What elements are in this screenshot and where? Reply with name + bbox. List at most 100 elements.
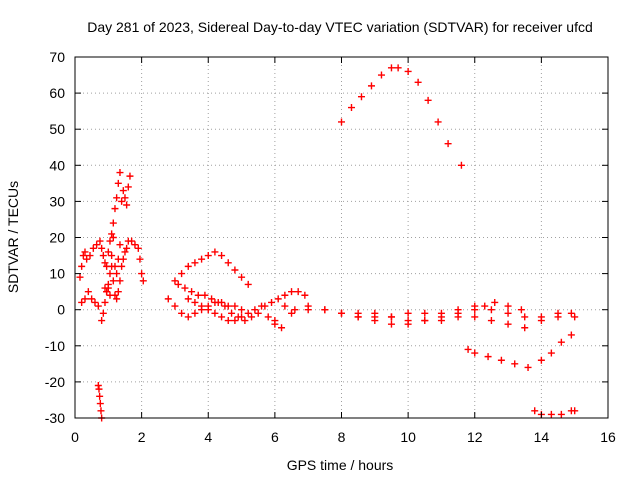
- data-point: [98, 317, 106, 325]
- data-point: [139, 277, 147, 285]
- data-point: [434, 118, 442, 126]
- data-point: [211, 309, 219, 317]
- series-early-drop: [94, 382, 106, 422]
- data-point: [204, 252, 212, 260]
- y-tick-label: 70: [49, 49, 65, 65]
- data-point: [238, 273, 246, 281]
- data-point: [231, 317, 239, 325]
- data-point: [547, 410, 555, 418]
- data-point: [554, 309, 562, 317]
- data-point: [231, 302, 239, 310]
- data-point: [524, 363, 532, 371]
- data-point: [487, 306, 495, 314]
- data-point: [537, 313, 545, 321]
- data-point: [178, 309, 186, 317]
- data-point: [81, 248, 89, 256]
- data-point: [471, 313, 479, 321]
- data-point: [218, 298, 226, 306]
- data-point: [116, 241, 124, 249]
- data-point: [171, 277, 179, 285]
- data-point: [248, 313, 256, 321]
- data-point: [251, 306, 259, 314]
- data-point: [521, 324, 529, 332]
- data-point: [387, 64, 395, 72]
- data-point: [118, 197, 126, 205]
- data-point: [113, 295, 121, 303]
- data-point: [109, 234, 117, 241]
- data-point: [387, 320, 395, 328]
- data-point: [211, 298, 219, 306]
- data-point: [504, 320, 512, 328]
- data-point: [347, 104, 355, 112]
- data-point: [95, 385, 103, 393]
- data-point: [113, 270, 121, 278]
- data-point: [274, 295, 282, 303]
- data-point: [371, 309, 379, 317]
- data-point: [121, 248, 129, 256]
- data-point: [108, 252, 116, 260]
- data-point: [136, 255, 144, 263]
- axis-ticks: 0 2 4 6 8 10 12 14 16 -30 -20 -10 0 10 20 30 40 50 60 70: [45, 49, 616, 445]
- data-point: [491, 298, 499, 306]
- data-point: [184, 295, 192, 303]
- data-point: [504, 302, 512, 310]
- data-point: [377, 71, 385, 79]
- data-point: [109, 277, 117, 285]
- data-point: [228, 309, 236, 317]
- data-point: [547, 349, 555, 357]
- x-tick-label: 14: [534, 429, 550, 445]
- data-point: [517, 306, 525, 314]
- data-point: [338, 309, 345, 317]
- data-point: [76, 273, 84, 281]
- y-tick-label: 10: [49, 266, 65, 282]
- data-point: [471, 306, 479, 314]
- data-point: [268, 298, 276, 306]
- data-point: [497, 356, 505, 364]
- data-point: [291, 306, 299, 314]
- data-point: [181, 284, 189, 292]
- series-early-spiky-3: [101, 237, 147, 303]
- data-point: [96, 400, 104, 408]
- data-point: [254, 309, 262, 317]
- data-point: [78, 262, 86, 270]
- data-point: [404, 320, 412, 328]
- data-point: [119, 187, 127, 195]
- data-point: [301, 291, 309, 299]
- data-point: [357, 93, 365, 101]
- data-point: [198, 255, 206, 263]
- data-point: [101, 298, 109, 306]
- y-axis-label: SDTVAR / TECUs: [5, 181, 21, 293]
- x-tick-label: 4: [204, 429, 212, 445]
- y-tick-label: 60: [49, 85, 65, 101]
- data-point: [471, 349, 479, 357]
- series-early-spiky-1: [76, 169, 124, 281]
- data-point: [271, 317, 279, 325]
- data-point: [191, 259, 199, 267]
- data-point: [99, 252, 107, 260]
- data-point: [94, 302, 102, 310]
- data-point: [278, 324, 286, 332]
- data-point: [164, 295, 172, 303]
- data-point: [288, 288, 296, 296]
- data-point: [244, 309, 252, 317]
- data-point: [194, 291, 202, 299]
- data-point: [104, 280, 112, 288]
- data-point: [264, 313, 272, 321]
- data-point: [571, 313, 579, 321]
- data-point: [504, 309, 512, 317]
- x-tick-label: 8: [338, 429, 346, 445]
- data-point: [93, 241, 101, 249]
- data-point: [138, 270, 146, 278]
- data-point: [116, 277, 124, 285]
- x-tick-label: 2: [138, 429, 146, 445]
- data-point: [131, 241, 139, 249]
- data-point: [294, 288, 302, 296]
- x-axis-label: GPS time / hours: [287, 457, 394, 473]
- data-point: [281, 302, 289, 310]
- data-point: [484, 353, 492, 361]
- data-point: [134, 244, 142, 252]
- x-tick-label: 0: [71, 429, 79, 445]
- data-point: [96, 237, 104, 245]
- data-point: [244, 280, 252, 288]
- data-point: [123, 201, 131, 209]
